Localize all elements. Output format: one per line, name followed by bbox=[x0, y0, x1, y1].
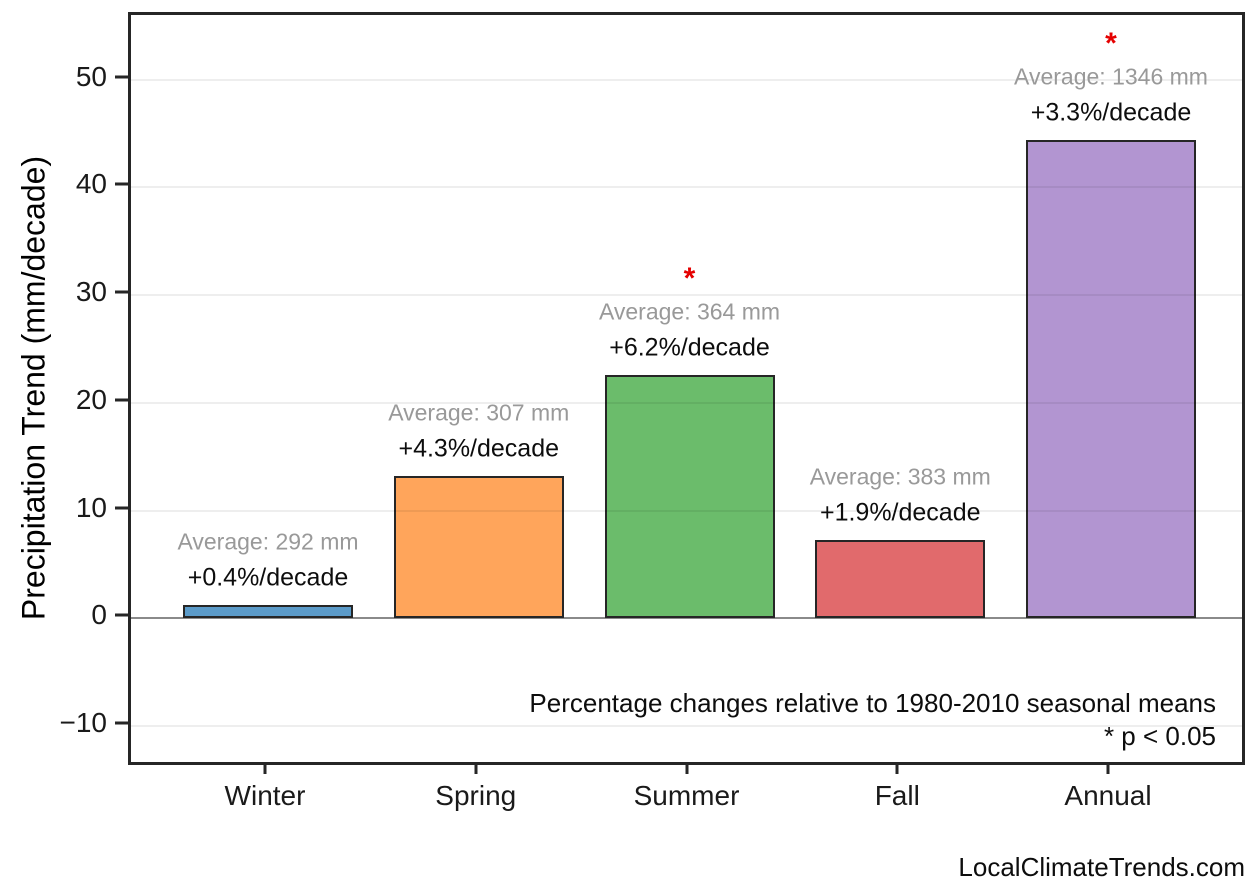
plot-area: Percentage changes relative to 1980-2010… bbox=[128, 12, 1245, 765]
x-tick-mark-summer bbox=[685, 765, 688, 774]
percent-label-spring: +4.3%/decade bbox=[398, 434, 560, 463]
y-tick-mark-0 bbox=[115, 613, 128, 617]
y-tick-label-0: 0 bbox=[91, 599, 107, 631]
average-label-winter: Average: 292 mm bbox=[177, 528, 359, 555]
footnote-line-1: Percentage changes relative to 1980-2010… bbox=[529, 688, 1216, 718]
y-tick-label-10: 10 bbox=[75, 491, 107, 523]
y-tick-mark-10 bbox=[115, 506, 128, 510]
gridline-y--10 bbox=[131, 724, 1242, 727]
bar-fall bbox=[815, 539, 986, 619]
gridline-y-20 bbox=[131, 401, 1242, 404]
percent-label-annual: +3.3%/decade bbox=[1030, 98, 1192, 127]
x-category-label-fall: Fall bbox=[874, 780, 920, 811]
y-tick-label-50: 50 bbox=[75, 60, 107, 92]
watermark-text: LocalClimateTrends.com bbox=[958, 852, 1245, 882]
x-category-label-spring: Spring bbox=[435, 780, 517, 811]
bar-spring bbox=[393, 476, 564, 619]
y-tick-mark--10 bbox=[115, 721, 128, 725]
average-label-annual: Average: 1346 mm bbox=[1014, 63, 1208, 90]
footnote-line-2: * p < 0.05 bbox=[1103, 720, 1216, 751]
y-tick-mark-20 bbox=[115, 398, 128, 402]
x-tick-mark-annual bbox=[1106, 765, 1110, 774]
footnote: Percentage changes relative to 1980-2010… bbox=[529, 687, 1216, 752]
y-tick-label-40: 40 bbox=[75, 168, 107, 200]
y-tick-label-20: 20 bbox=[75, 383, 107, 415]
significance-asterisk-annual: * bbox=[1105, 26, 1117, 60]
x-category-label-winter: Winter bbox=[224, 780, 306, 811]
average-label-summer: Average: 364 mm bbox=[598, 298, 781, 325]
x-tick-mark-fall bbox=[895, 765, 899, 774]
zero-line bbox=[131, 617, 1242, 620]
percent-label-winter: +0.4%/decade bbox=[187, 563, 349, 592]
x-category-label-summer: Summer bbox=[633, 780, 740, 811]
x-category-label-annual: Annual bbox=[1064, 780, 1152, 811]
average-label-fall: Average: 383 mm bbox=[809, 463, 991, 490]
gridline-y-40 bbox=[131, 186, 1242, 189]
percent-label-fall: +1.9%/decade bbox=[819, 498, 981, 527]
average-label-spring: Average: 307 mm bbox=[388, 399, 570, 426]
bar-annual bbox=[1026, 139, 1196, 619]
significance-asterisk-summer: * bbox=[683, 261, 696, 295]
gridline-y-30 bbox=[131, 294, 1242, 297]
bar-winter bbox=[183, 605, 353, 619]
y-tick-mark-50 bbox=[115, 75, 128, 79]
y-tick-mark-40 bbox=[115, 182, 128, 186]
x-tick-mark-winter bbox=[263, 765, 267, 774]
percent-label-summer: +6.2%/decade bbox=[609, 333, 770, 362]
bar-summer bbox=[604, 374, 775, 619]
y-tick-label-30: 30 bbox=[75, 276, 107, 308]
gridline-y-50 bbox=[131, 78, 1242, 81]
y-tick-label--10: −10 bbox=[59, 706, 108, 738]
y-tick-mark-30 bbox=[115, 290, 128, 294]
gridline-y-10 bbox=[131, 509, 1242, 512]
x-tick-mark-spring bbox=[474, 765, 478, 774]
